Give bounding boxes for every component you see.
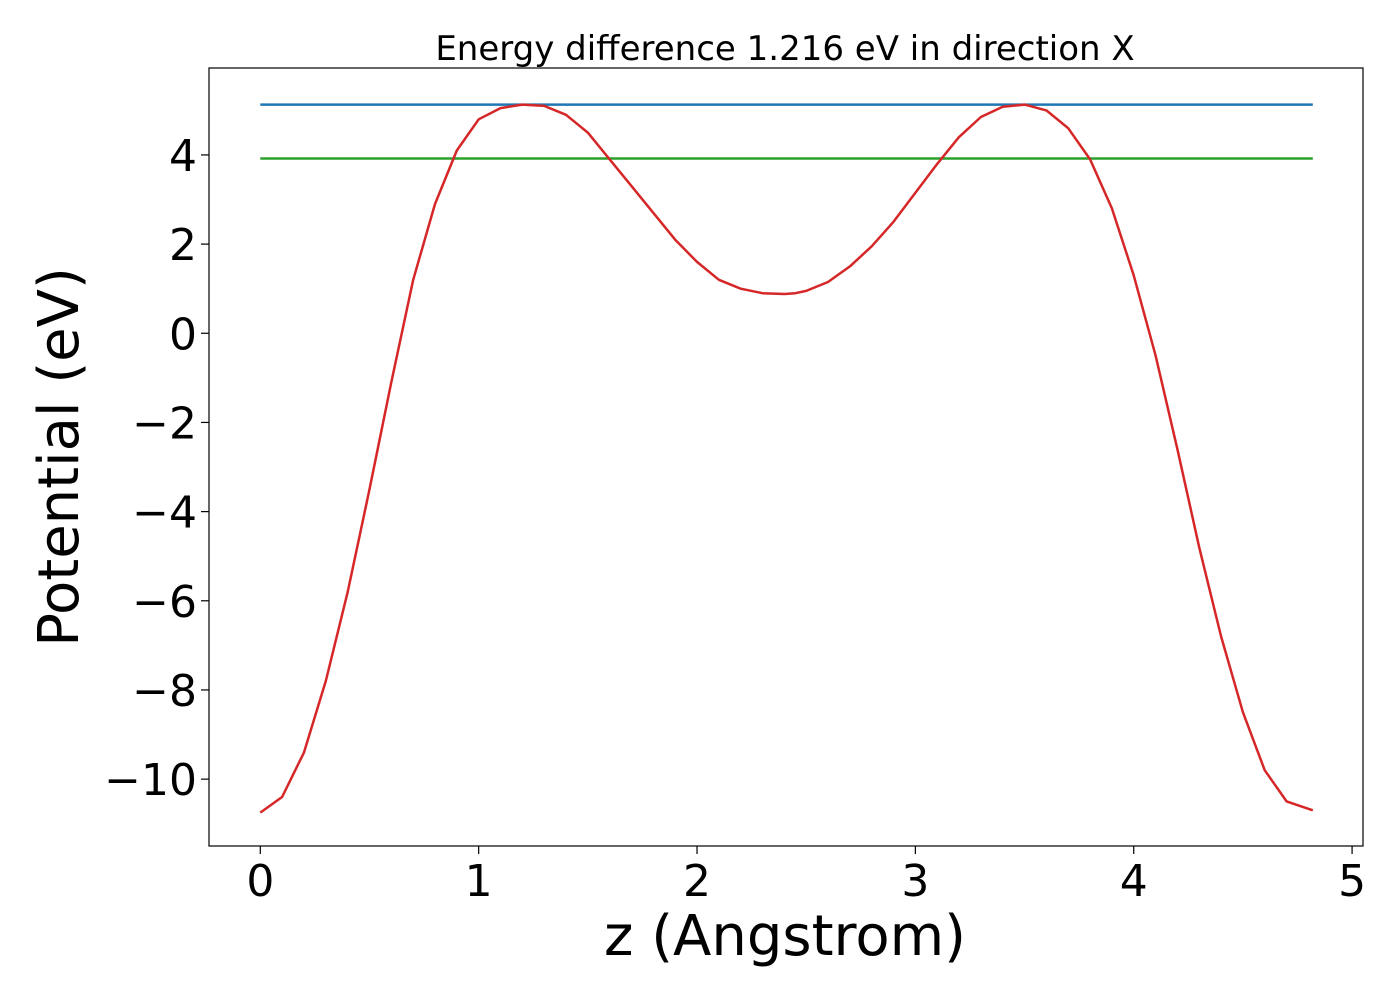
y-tick-label: −4: [132, 488, 197, 539]
y-tick-label: −10: [104, 755, 197, 806]
series-line-3: [259, 103, 1314, 814]
y-tick-label: −2: [132, 398, 197, 449]
y-axis: −10 −8 −6 −4 −2 0 2 4: [104, 131, 209, 806]
x-tick-label: 4: [1120, 856, 1148, 907]
x-tick-label: 3: [901, 856, 929, 907]
series-layer: [259, 103, 1314, 814]
y-axis-label: Potential (eV): [27, 267, 92, 647]
x-tick-label: 1: [465, 856, 493, 907]
y-tick-label: −8: [132, 666, 197, 717]
x-axis-label: z (Angstrom): [604, 904, 966, 969]
chart-title: Energy difference 1.216 eV in direction …: [435, 29, 1134, 69]
y-tick-label: 0: [169, 309, 197, 360]
x-tick-label: 0: [246, 856, 274, 907]
x-tick-label: 2: [683, 856, 711, 907]
x-axis: 0 1 2 3 4 5: [246, 846, 1366, 907]
y-tick-label: 4: [169, 131, 197, 182]
plot-area-frame: [208, 67, 1364, 847]
y-tick-label: 2: [169, 220, 197, 271]
x-tick-label: 5: [1338, 856, 1366, 907]
y-tick-label: −6: [132, 577, 197, 628]
